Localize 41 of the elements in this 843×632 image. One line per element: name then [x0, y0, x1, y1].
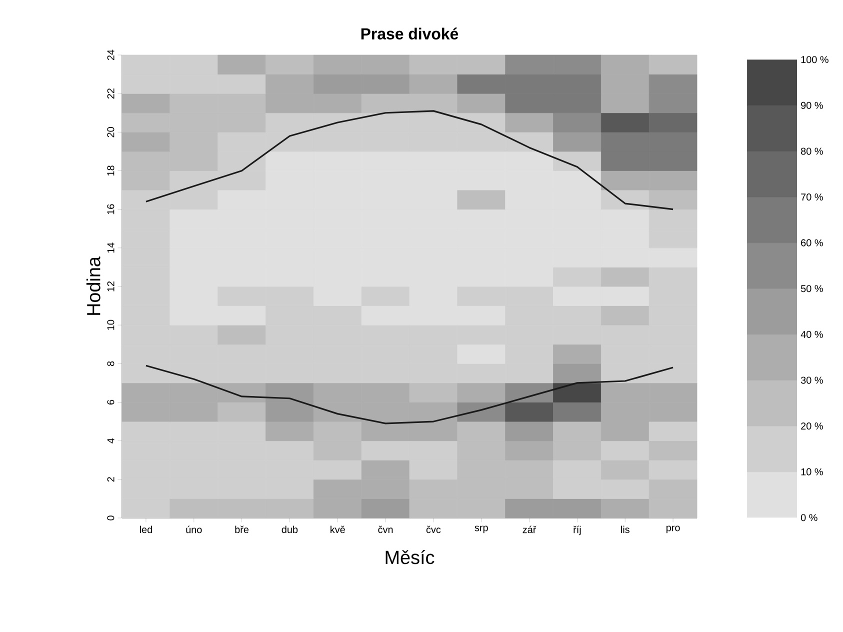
color-bar-label: 100 %: [801, 56, 828, 64]
y-tick-label: 10: [107, 320, 114, 330]
color-bar-label: 40 %: [800, 330, 823, 338]
x-tick-label: zář: [522, 526, 536, 534]
y-tick-label: 2: [107, 477, 114, 482]
y-tick-label: 8: [107, 361, 114, 366]
x-tick-label: dub: [282, 526, 298, 534]
color-bar-label: 50 %: [800, 285, 823, 292]
x-tick-label: srp: [474, 526, 488, 534]
y-tick-label: 20: [107, 127, 114, 138]
color-bar-label: 20 %: [801, 422, 823, 430]
y-tick-label: 14: [107, 242, 114, 253]
color-bar-label: 60 %: [801, 239, 823, 246]
x-tick-label: čvc: [426, 526, 441, 534]
color-bar-label: 10 %: [801, 468, 823, 476]
x-tick-label: říj: [573, 526, 581, 536]
y-tick-label: 6: [107, 400, 114, 405]
x-tick-label: kvě: [330, 526, 345, 534]
color-bar-label: 0 %: [800, 514, 818, 522]
y-axis-title: Hodina: [86, 256, 100, 315]
y-tick-label: 24: [107, 50, 114, 60]
x-axis-title: Měsíc: [386, 550, 434, 564]
y-tick-label: 12: [107, 281, 114, 292]
y-tick-label: 0: [107, 516, 114, 520]
x-tick-label: lis: [621, 526, 630, 534]
x-tick-label: čvn: [378, 526, 393, 534]
x-tick-label: úno: [186, 526, 202, 534]
x-tick-label: bře: [235, 526, 249, 534]
line-series: [145, 364, 674, 424]
chart-title: Prase divoké: [361, 28, 458, 40]
color-bar-label: 30 %: [800, 376, 823, 384]
color-bar-label: 70 %: [801, 193, 823, 201]
color-bar-label: 90 %: [801, 102, 823, 109]
line-series: [145, 110, 674, 210]
y-tick-label: 18: [107, 166, 114, 176]
y-tick-label: 4: [107, 438, 114, 444]
x-tick-label: led: [140, 526, 152, 534]
y-tick-label: 22: [107, 88, 114, 99]
x-tick-label: pro: [666, 526, 680, 534]
y-tick-label: 16: [107, 204, 114, 214]
color-bar-label: 80 %: [801, 148, 823, 155]
